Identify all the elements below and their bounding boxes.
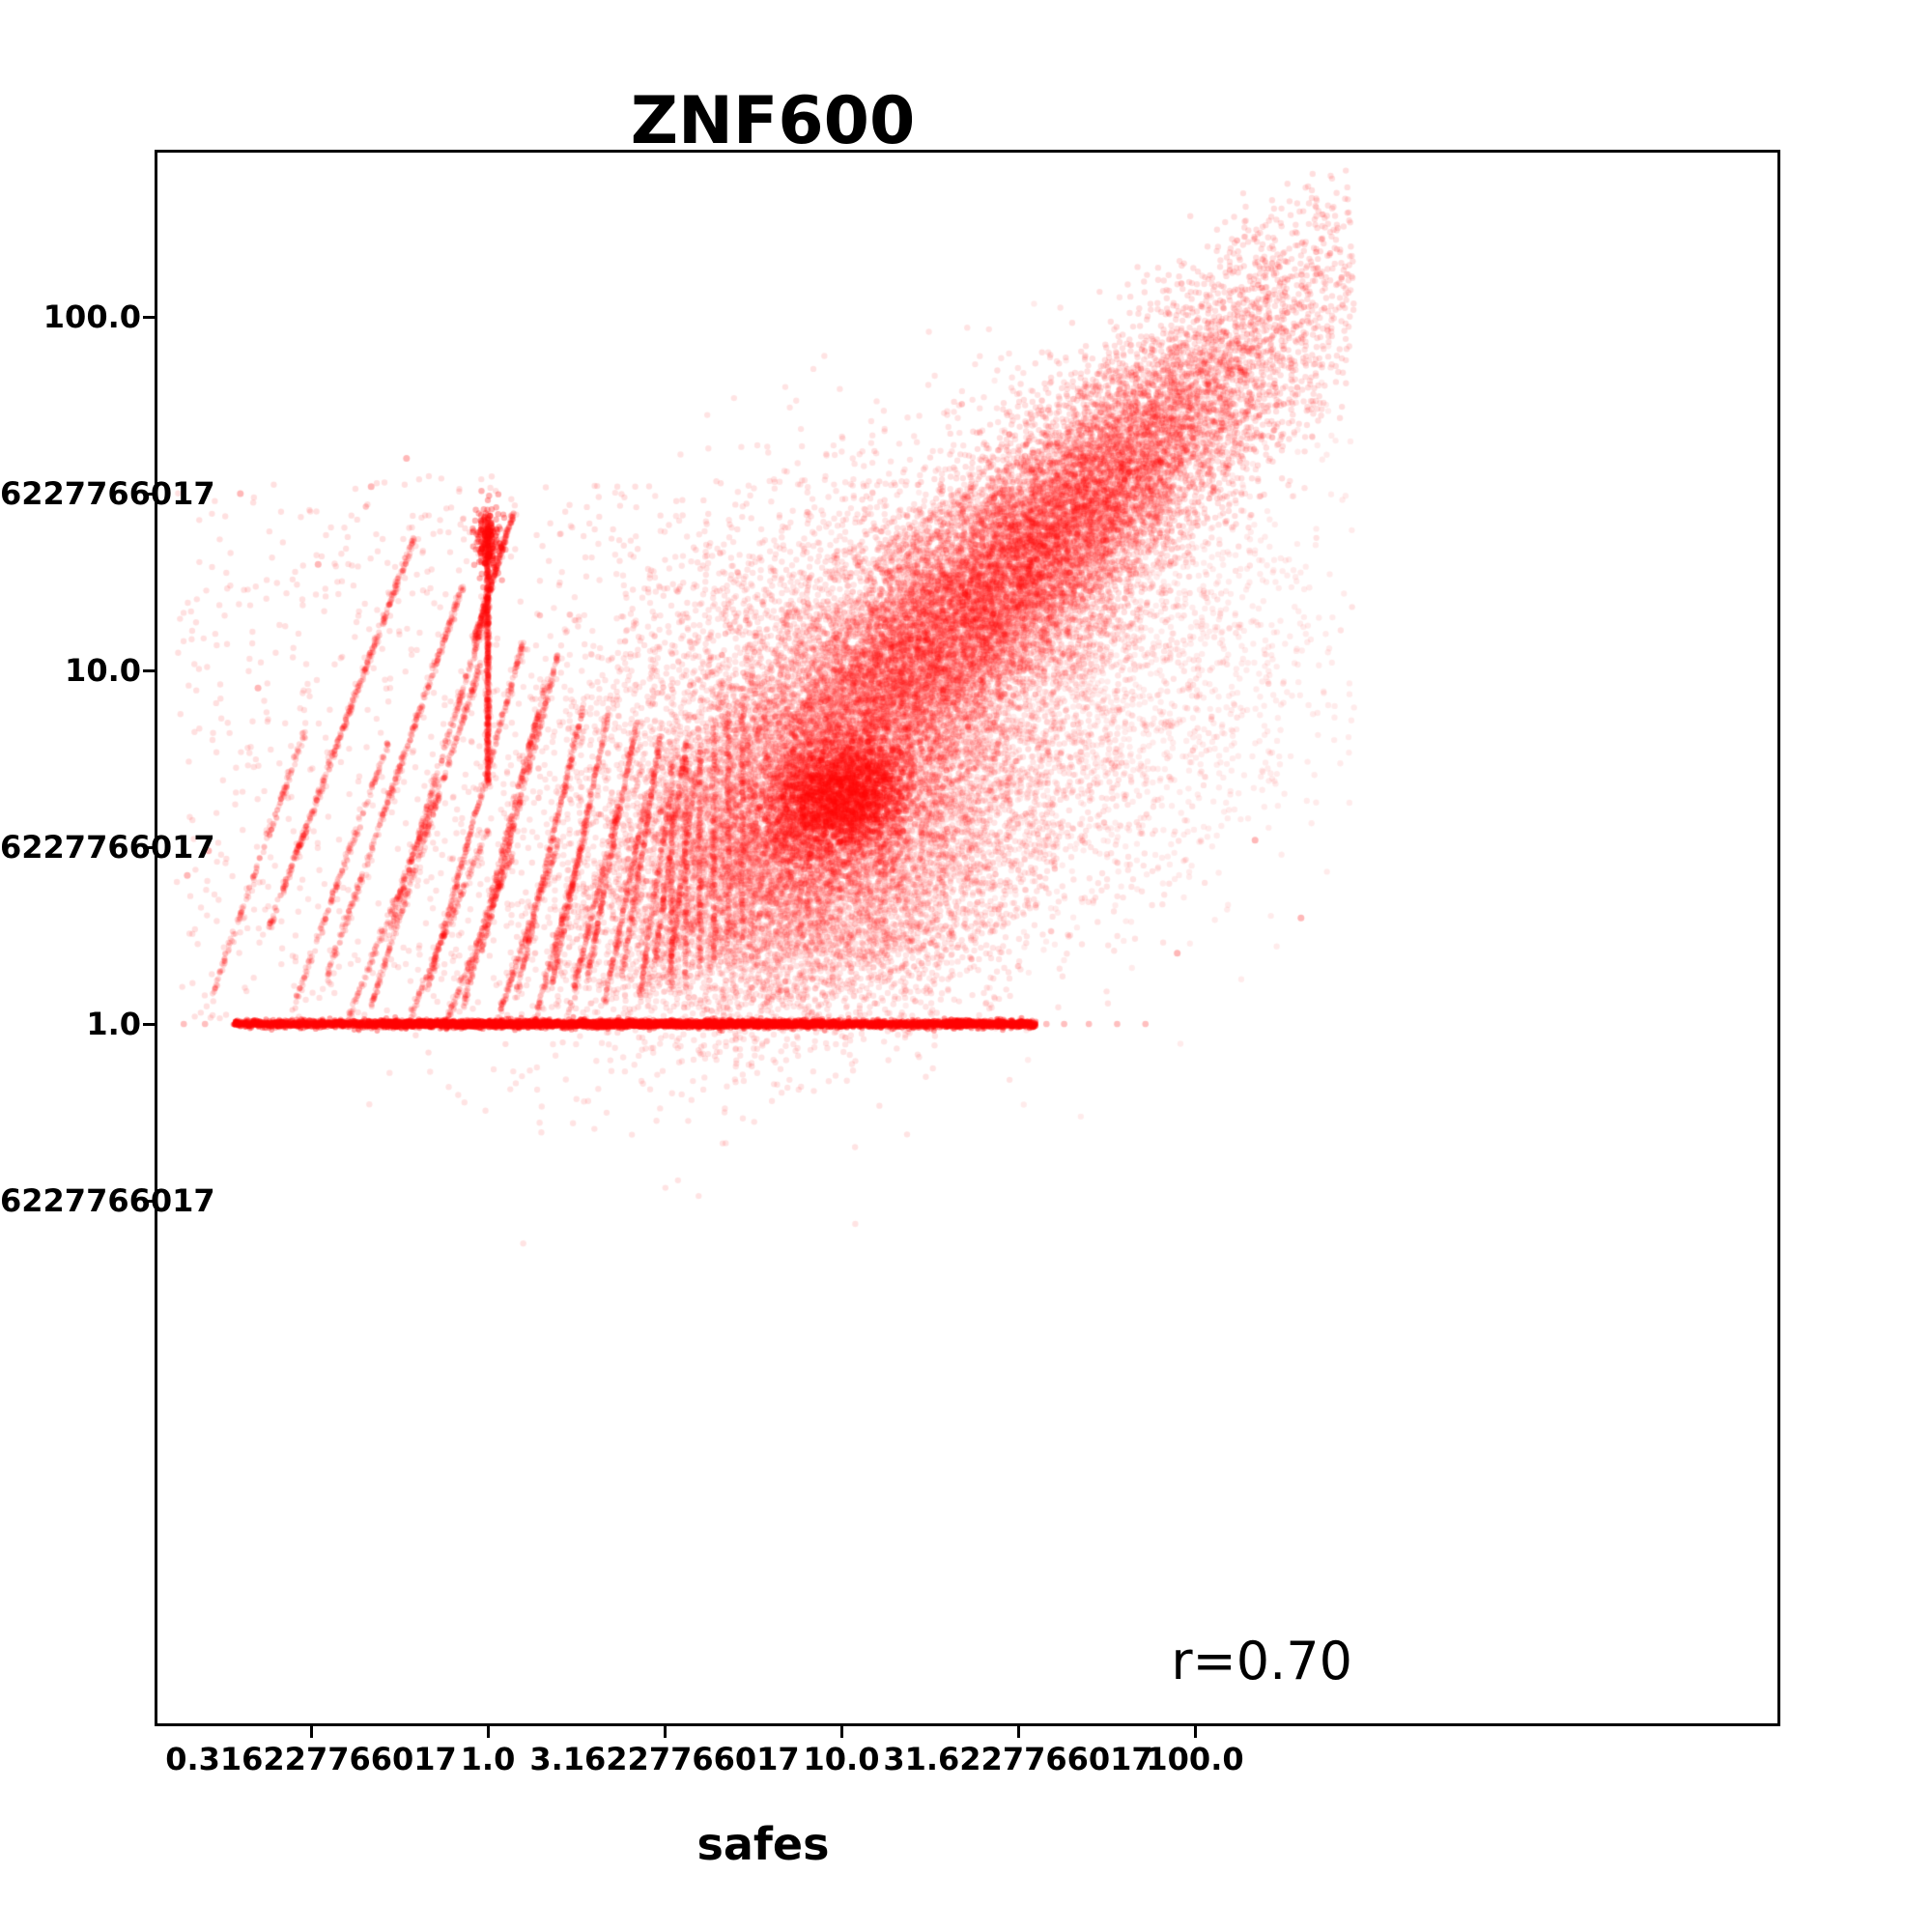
scatter-points-canvas	[157, 153, 1777, 1723]
x-tick-mark	[486, 1726, 490, 1738]
y-tick-mark	[143, 315, 155, 319]
y-tick-label: 10.0	[65, 652, 141, 689]
x-tick-mark	[839, 1726, 843, 1738]
y-tick-mark	[143, 492, 155, 496]
x-tick-label: 10.0	[803, 1741, 880, 1777]
plot-area	[155, 150, 1780, 1726]
x-tick-label: 1.0	[460, 1741, 516, 1777]
x-tick-label: 0.316227766017	[165, 1741, 457, 1777]
correlation-annotation: r=0.70	[1171, 1631, 1352, 1691]
x-tick-mark	[309, 1726, 313, 1738]
x-tick-label: 100.0	[1146, 1741, 1244, 1777]
y-tick-label: 6227766017	[0, 829, 215, 866]
x-tick-mark	[663, 1726, 667, 1738]
x-tick-mark	[1016, 1726, 1020, 1738]
x-tick-label: 31.6227766017	[883, 1741, 1153, 1777]
x-tick-mark	[1193, 1726, 1197, 1738]
y-tick-mark	[143, 1022, 155, 1026]
y-tick-label: 6227766017	[0, 1182, 215, 1219]
y-tick-mark	[143, 845, 155, 849]
chart-title: ZNF600	[630, 83, 916, 159]
y-tick-mark	[143, 1199, 155, 1203]
y-tick-label: 100.0	[43, 298, 141, 335]
x-axis-label: safes	[696, 1818, 830, 1870]
y-tick-label: 1.0	[86, 1006, 141, 1042]
y-tick-label: 6227766017	[0, 475, 215, 512]
x-tick-label: 3.16227766017	[529, 1741, 800, 1777]
y-tick-mark	[143, 668, 155, 672]
